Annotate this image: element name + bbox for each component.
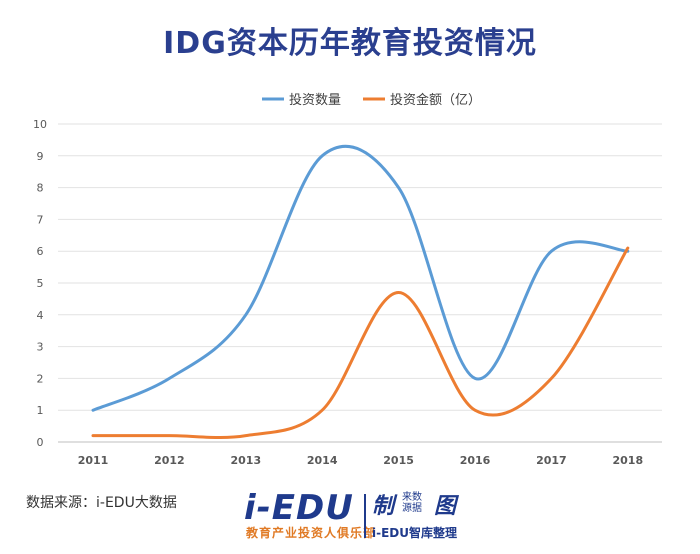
legend-label-2: 投资金额（亿） [390, 92, 481, 108]
y-tick-label: 3 [37, 341, 44, 354]
logo-main-text: i-EDU [244, 488, 354, 528]
series-line-1 [91, 144, 630, 412]
logo-right-small-1: 来数 [402, 492, 422, 503]
logo-right-small-text: 来数 源据 [402, 492, 422, 514]
logo-right-icon: 图 [434, 494, 457, 519]
series-lines [91, 144, 630, 440]
y-tick-label: 7 [37, 213, 44, 226]
x-tick-label: 2014 [307, 454, 338, 467]
x-tick-label: 2013 [230, 454, 261, 467]
y-tick-label: 5 [37, 277, 44, 290]
logo-right-sub-text: i-EDU智库整理 [372, 526, 457, 540]
chart-title: IDG资本历年教育投资情况 [163, 26, 537, 61]
x-tick-label: 2018 [612, 454, 643, 467]
logo-sub-text: 教育产业投资人俱乐部 [246, 526, 377, 540]
legend-label-1: 投资数量 [289, 92, 341, 108]
gridlines [58, 123, 662, 443]
logo-divider [364, 494, 366, 538]
y-tick-label: 8 [37, 182, 44, 195]
y-tick-label: 1 [37, 404, 44, 417]
logo-right-text: 制 [372, 494, 395, 519]
y-tick-label: 2 [37, 372, 44, 385]
x-tick-label: 2015 [383, 454, 414, 467]
series-line-2 [91, 246, 630, 440]
y-axis-ticks: 0 1 2 3 4 5 6 7 8 9 10 [33, 118, 47, 449]
x-tick-label: 2012 [154, 454, 185, 467]
x-tick-label: 2016 [460, 454, 491, 467]
logo-right-small-2: 源据 [402, 503, 422, 514]
y-tick-label: 6 [37, 245, 44, 258]
x-axis-ticks: 2011 2012 2013 2014 2015 2016 2017 2018 [78, 454, 643, 467]
y-tick-label: 10 [33, 118, 47, 131]
source-note: 数据来源：i-EDU大数据 [26, 495, 177, 511]
footer-logo: i-EDU 教育产业投资人俱乐部 制 来数 源据 图 i-EDU智库整理 [238, 488, 478, 546]
x-tick-label: 2017 [536, 454, 567, 467]
x-tick-label: 2011 [78, 454, 109, 467]
y-tick-label: 9 [37, 150, 44, 163]
y-tick-label: 0 [37, 436, 44, 449]
y-tick-label: 4 [37, 309, 44, 322]
legend: 投资数量 投资金额（亿） [262, 92, 481, 108]
